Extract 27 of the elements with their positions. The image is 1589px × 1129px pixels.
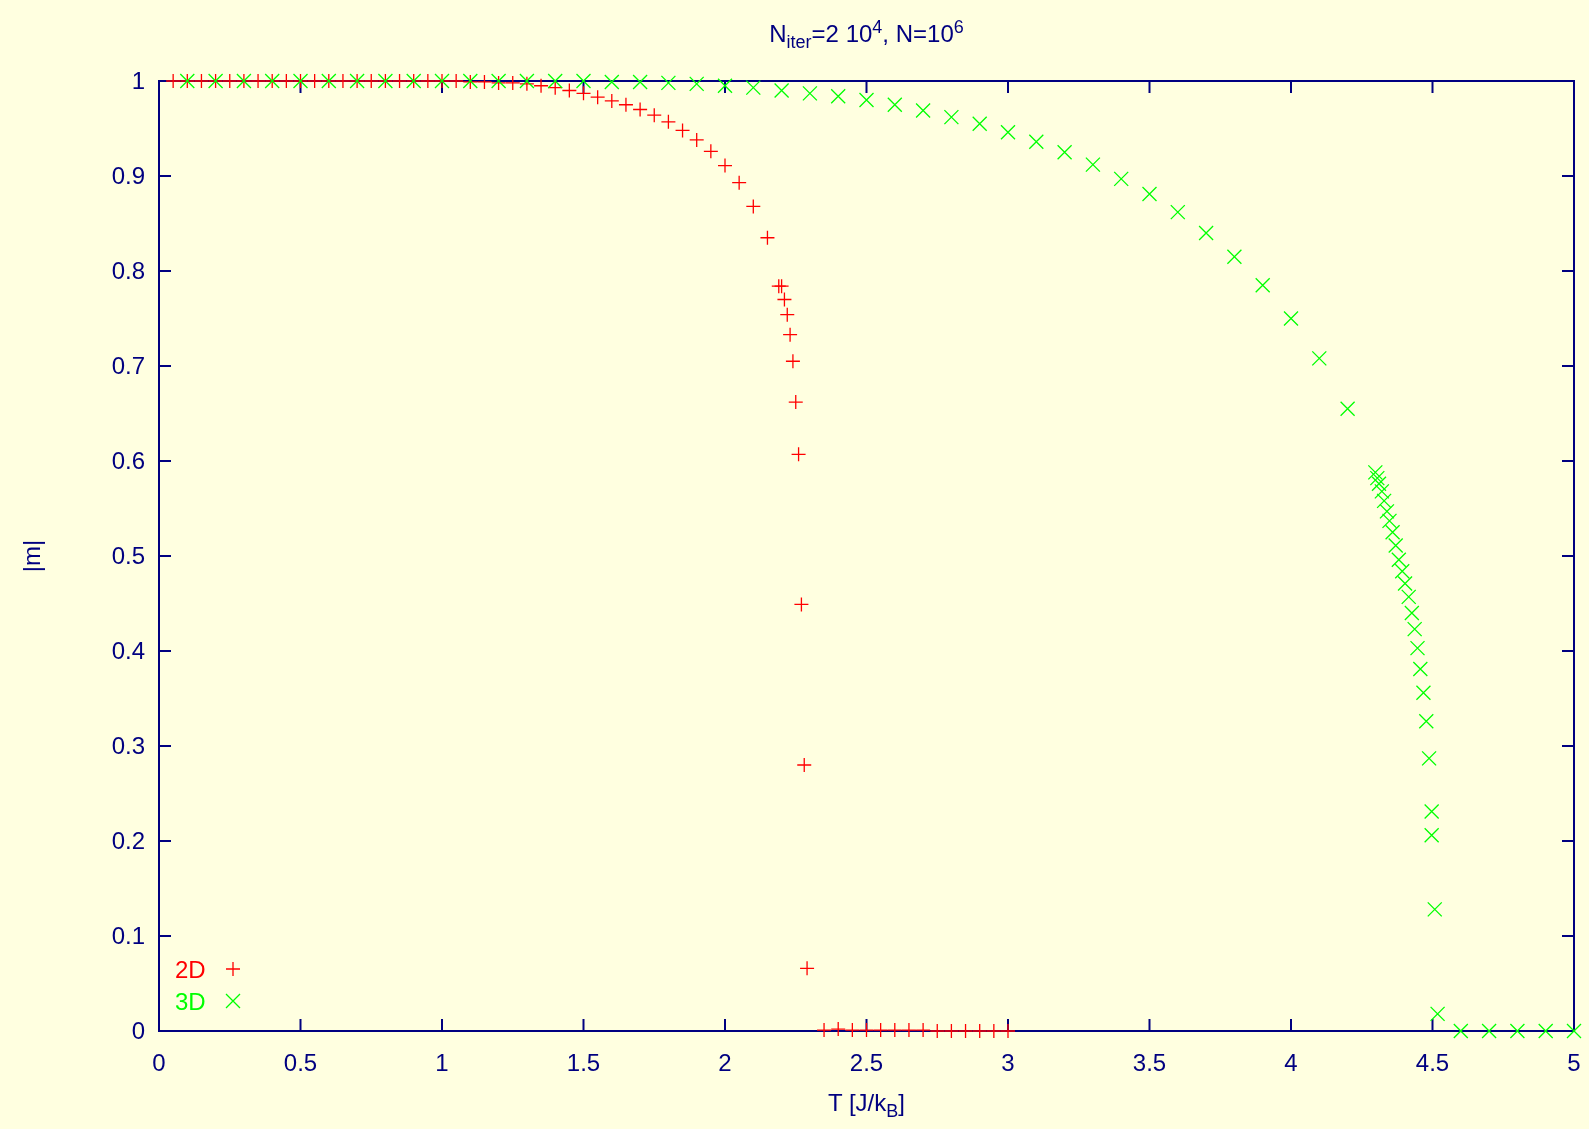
x-tick-label: 3 <box>1001 1049 1015 1076</box>
x-tick-label: 0 <box>152 1049 166 1076</box>
y-tick-label: 1 <box>131 67 145 94</box>
y-axis-title: |m| <box>18 539 45 573</box>
y-tick-label: 0.8 <box>111 257 145 284</box>
legend-label: 3D <box>175 988 206 1015</box>
chart-title: N$_{iter}$=2 10$^{4}$, N=10$^{6}$ <box>769 17 964 52</box>
x-tick-label: 1.5 <box>566 1049 601 1076</box>
y-tick-label: 0.2 <box>111 827 145 854</box>
y-tick-label: 0.3 <box>111 732 145 759</box>
x-tick-label: 0.5 <box>283 1049 318 1076</box>
y-tick-label: 0 <box>131 1017 145 1044</box>
x-tick-label: 2.5 <box>849 1049 884 1076</box>
x-tick-label: 3.5 <box>1132 1049 1167 1076</box>
y-tick-label: 0.6 <box>111 447 145 474</box>
x-axis-title: T [J/k$_{B}$] <box>828 1089 905 1121</box>
x-tick-label: 4.5 <box>1415 1049 1450 1076</box>
y-tick-label: 0.1 <box>111 922 145 949</box>
y-tick-label: 0.7 <box>111 352 145 379</box>
y-tick-label: 0.9 <box>111 162 145 189</box>
x-tick-label: 4 <box>1284 1049 1298 1076</box>
x-tick-label: 1 <box>435 1049 449 1076</box>
y-tick-label: 0.5 <box>111 542 145 569</box>
x-tick-label: 2 <box>718 1049 732 1076</box>
legend-label: 2D <box>175 956 206 983</box>
y-tick-label: 0.4 <box>111 637 145 664</box>
x-tick-label: 5 <box>1567 1049 1581 1076</box>
